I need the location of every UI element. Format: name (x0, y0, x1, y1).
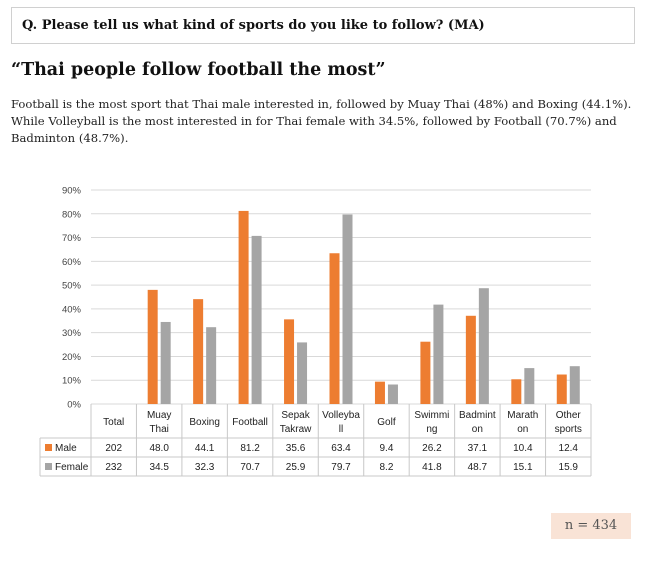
table-value-male: 48.0 (149, 443, 169, 454)
bar-female (433, 304, 444, 404)
category-label: Boxing (189, 417, 220, 428)
table-total-male: 202 (105, 443, 122, 454)
bar-male (511, 379, 522, 404)
legend-label-male: Male (55, 443, 77, 454)
y-tick-label: 80% (62, 209, 82, 220)
question-text: Q. Please tell us what kind of sports do… (22, 18, 485, 33)
category-label: Other (556, 410, 582, 421)
table-value-female: 34.5 (149, 462, 169, 473)
table-header-total: Total (103, 417, 124, 428)
headline: “Thai people follow football the most” (11, 60, 386, 80)
category-label: ll (339, 424, 343, 435)
table-value-female: 15.1 (513, 462, 533, 473)
table-value-female: 8.2 (380, 462, 394, 473)
category-label: Badmint (459, 410, 496, 421)
category-label: Takraw (280, 424, 312, 435)
question-box: Q. Please tell us what kind of sports do… (11, 7, 635, 44)
table-value-female: 41.8 (422, 462, 442, 473)
bar-male (329, 253, 340, 404)
bar-chart: 90% 80% 70% 60% 50% 40% 30% 20% 10% 0% Total Muay Th… (39, 186, 592, 477)
table-value-male: 26.2 (422, 443, 442, 454)
table-value-male: 81.2 (240, 443, 260, 454)
bar-male (465, 315, 476, 404)
bar-female (478, 288, 489, 404)
table-value-female: 48.7 (468, 462, 488, 473)
table-value-male: 10.4 (513, 443, 533, 454)
legend-label-female: Female (55, 462, 89, 473)
table-value-male: 44.1 (195, 443, 215, 454)
bar-male (556, 374, 567, 404)
bar-female (524, 368, 535, 404)
y-tick-label: 20% (62, 352, 82, 363)
bar-female (206, 327, 217, 404)
legend-swatch-female (45, 463, 52, 470)
table-value-male: 35.6 (286, 443, 306, 454)
y-tick-label: 30% (62, 328, 82, 339)
table-value-male: 9.4 (380, 443, 394, 454)
bar-female (297, 342, 308, 404)
category-label: Thai (149, 424, 168, 435)
table-value-female: 79.7 (331, 462, 351, 473)
sample-size-badge: n = 434 (551, 513, 631, 539)
category-label: Marath (507, 410, 538, 421)
category-label: sports (555, 424, 582, 435)
category-label: Swimmi (414, 410, 449, 421)
summary-paragraph: Football is the most sport that Thai mal… (11, 97, 632, 145)
bar-male (374, 381, 385, 404)
bar-female (251, 235, 262, 404)
table-value-female: 70.7 (240, 462, 260, 473)
bar-male (193, 299, 204, 404)
category-label: Sepak (281, 410, 310, 421)
bar-male (284, 319, 295, 404)
category-label: Muay (147, 410, 171, 421)
bar-male (147, 289, 158, 404)
y-tick-label: 60% (62, 257, 82, 268)
y-tick-label: 40% (62, 304, 82, 315)
category-label: on (517, 424, 528, 435)
table-value-female: 15.9 (559, 462, 579, 473)
category-label: on (472, 424, 483, 435)
y-tick-label: 70% (62, 233, 82, 244)
table-value-female: 32.3 (195, 462, 215, 473)
table-value-male: 12.4 (559, 443, 579, 454)
bar-female (569, 366, 580, 404)
bar-male (420, 341, 431, 404)
bar-male (238, 210, 249, 404)
y-tick-label: 0% (67, 400, 81, 411)
y-tick-label: 50% (62, 281, 82, 292)
category-label: Golf (377, 417, 396, 428)
y-tick-label: 10% (62, 376, 82, 387)
category-label: Volleyba (322, 410, 360, 421)
legend-swatch-male (45, 444, 52, 451)
category-label: ng (426, 424, 437, 435)
table-value-male: 37.1 (468, 443, 488, 454)
table-value-male: 63.4 (331, 443, 351, 454)
bar-female (160, 321, 171, 404)
table-total-female: 232 (105, 462, 122, 473)
category-label: Football (232, 417, 268, 428)
table-value-female: 25.9 (286, 462, 306, 473)
bar-female (342, 214, 353, 404)
bar-female (387, 384, 398, 404)
y-tick-label: 90% (62, 186, 82, 197)
sample-size-text: n = 434 (564, 518, 618, 533)
